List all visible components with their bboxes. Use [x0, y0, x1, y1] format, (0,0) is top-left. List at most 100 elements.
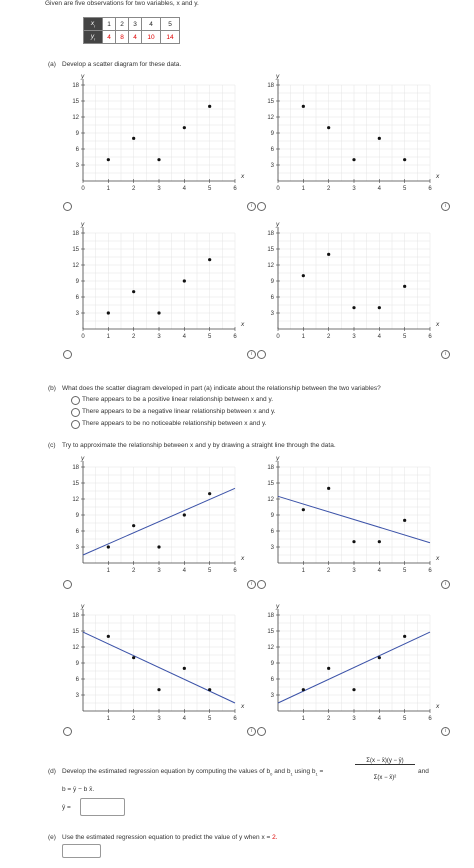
- data-point: [377, 540, 381, 544]
- intro-text: Given are five observations for two vari…: [45, 0, 199, 7]
- yhat-label: ŷ =: [62, 804, 71, 811]
- y-axis-label: y: [275, 603, 280, 610]
- x-tick-label: 5: [208, 716, 212, 722]
- part-e-text: Use the estimated regression equation to…: [62, 834, 278, 841]
- x-tick-label: 6: [428, 334, 432, 340]
- x-tick-label: 6: [428, 716, 432, 722]
- x-cell: 5: [160, 17, 180, 31]
- y-tick-label: 18: [267, 83, 274, 89]
- y-tick-label: 3: [271, 545, 275, 551]
- option-a2-radio[interactable]: [257, 202, 266, 211]
- x-tick-label: 6: [233, 716, 237, 722]
- x-tick-label: 3: [352, 186, 356, 192]
- y-cell: 14: [160, 30, 180, 44]
- part-a-text: Develop a scatter diagram for these data…: [62, 61, 182, 68]
- option-c2-radio[interactable]: [257, 580, 266, 589]
- y-cell: 4: [102, 30, 116, 44]
- y-tick-label: 18: [267, 465, 274, 471]
- y-tick-label: 18: [72, 465, 79, 471]
- y-header: yi: [83, 30, 103, 44]
- y-tick-label: 15: [72, 99, 79, 105]
- option-c4-radio[interactable]: [257, 727, 266, 736]
- yhat-input[interactable]: [80, 798, 125, 816]
- y-tick-label: 15: [267, 481, 274, 487]
- data-point: [352, 158, 356, 162]
- y-tick-label: 15: [72, 629, 79, 635]
- info-icon[interactable]: i: [247, 202, 256, 211]
- data-point: [352, 688, 356, 692]
- info-icon[interactable]: i: [247, 727, 256, 736]
- option-a1-radio[interactable]: [63, 202, 72, 211]
- info-icon[interactable]: i: [247, 350, 256, 359]
- y-axis-label: y: [80, 455, 85, 462]
- y-tick-label: 18: [267, 231, 274, 237]
- y-tick-label: 9: [76, 513, 80, 519]
- option-a4-radio[interactable]: [257, 350, 266, 359]
- y-tick-label: 6: [76, 677, 80, 683]
- x-tick-label: 1: [107, 716, 111, 722]
- option-b-negative-label: There appears to be a negative linear re…: [82, 408, 276, 415]
- option-c1-radio[interactable]: [63, 580, 72, 589]
- x-tick-label: 2: [132, 716, 136, 722]
- option-b-negative-radio[interactable]: [71, 408, 80, 417]
- x-tick-label: 3: [352, 334, 356, 340]
- x-tick-label: 1: [302, 716, 306, 722]
- y-tick-label: 6: [271, 677, 275, 683]
- x-tick-label: 5: [208, 334, 212, 340]
- b0-formula: b = ȳ − b x̄.: [62, 786, 95, 793]
- x-tick-label: 3: [157, 568, 161, 574]
- x-tick-label: 3: [157, 334, 161, 340]
- x-header: xi: [83, 17, 103, 31]
- x-tick-label: 1: [107, 568, 111, 574]
- prediction-input[interactable]: [62, 844, 101, 858]
- info-icon[interactable]: i: [441, 350, 450, 359]
- data-point: [403, 158, 407, 162]
- data-point: [157, 158, 161, 162]
- x-tick-label: 6: [428, 568, 432, 574]
- x-tick-label: 5: [403, 568, 407, 574]
- x-tick-label: 0: [276, 186, 280, 192]
- observations-table: xi 1 2 3 4 5 yi 4 8 4 10 14: [83, 17, 180, 44]
- x-tick-label: 1: [107, 186, 111, 192]
- part-b-text: What does the scatter diagram developed …: [62, 385, 381, 392]
- y-tick-label: 3: [271, 693, 275, 699]
- option-c3-radio[interactable]: [63, 727, 72, 736]
- x-axis-label: x: [435, 555, 440, 562]
- data-point: [208, 104, 212, 108]
- data-point: [352, 306, 356, 310]
- regression-line: [277, 495, 431, 544]
- info-icon[interactable]: i: [247, 580, 256, 589]
- y-tick-label: 18: [267, 613, 274, 619]
- x-tick-label: 5: [208, 186, 212, 192]
- x-tick-label: 4: [378, 568, 382, 574]
- x-axis-label: x: [435, 703, 440, 710]
- x-tick-label: 2: [327, 186, 331, 192]
- part-c-text: Try to approximate the relationship betw…: [62, 442, 336, 449]
- x-tick-label: 4: [378, 186, 382, 192]
- y-tick-label: 3: [76, 163, 80, 169]
- option-a3-radio[interactable]: [63, 350, 72, 359]
- y-tick-label: 6: [271, 529, 275, 535]
- x-axis-label: x: [435, 321, 440, 328]
- info-icon[interactable]: i: [441, 727, 450, 736]
- option-b-none-radio[interactable]: [71, 420, 80, 429]
- option-b-positive-radio[interactable]: [71, 396, 80, 405]
- y-cell: 4: [128, 30, 142, 44]
- x-tick-label: 1: [302, 334, 306, 340]
- y-tick-label: 12: [72, 645, 79, 651]
- regression-line: [82, 487, 236, 556]
- y-tick-label: 18: [72, 613, 79, 619]
- x-tick-label: 4: [183, 186, 187, 192]
- part-a-label: (a): [48, 61, 56, 68]
- x-tick-label: 4: [183, 334, 187, 340]
- y-tick-label: 12: [267, 645, 274, 651]
- y-tick-label: 18: [72, 83, 79, 89]
- data-point: [403, 634, 407, 638]
- info-icon[interactable]: i: [441, 202, 450, 211]
- info-icon[interactable]: i: [441, 580, 450, 589]
- y-tick-label: 12: [72, 115, 79, 121]
